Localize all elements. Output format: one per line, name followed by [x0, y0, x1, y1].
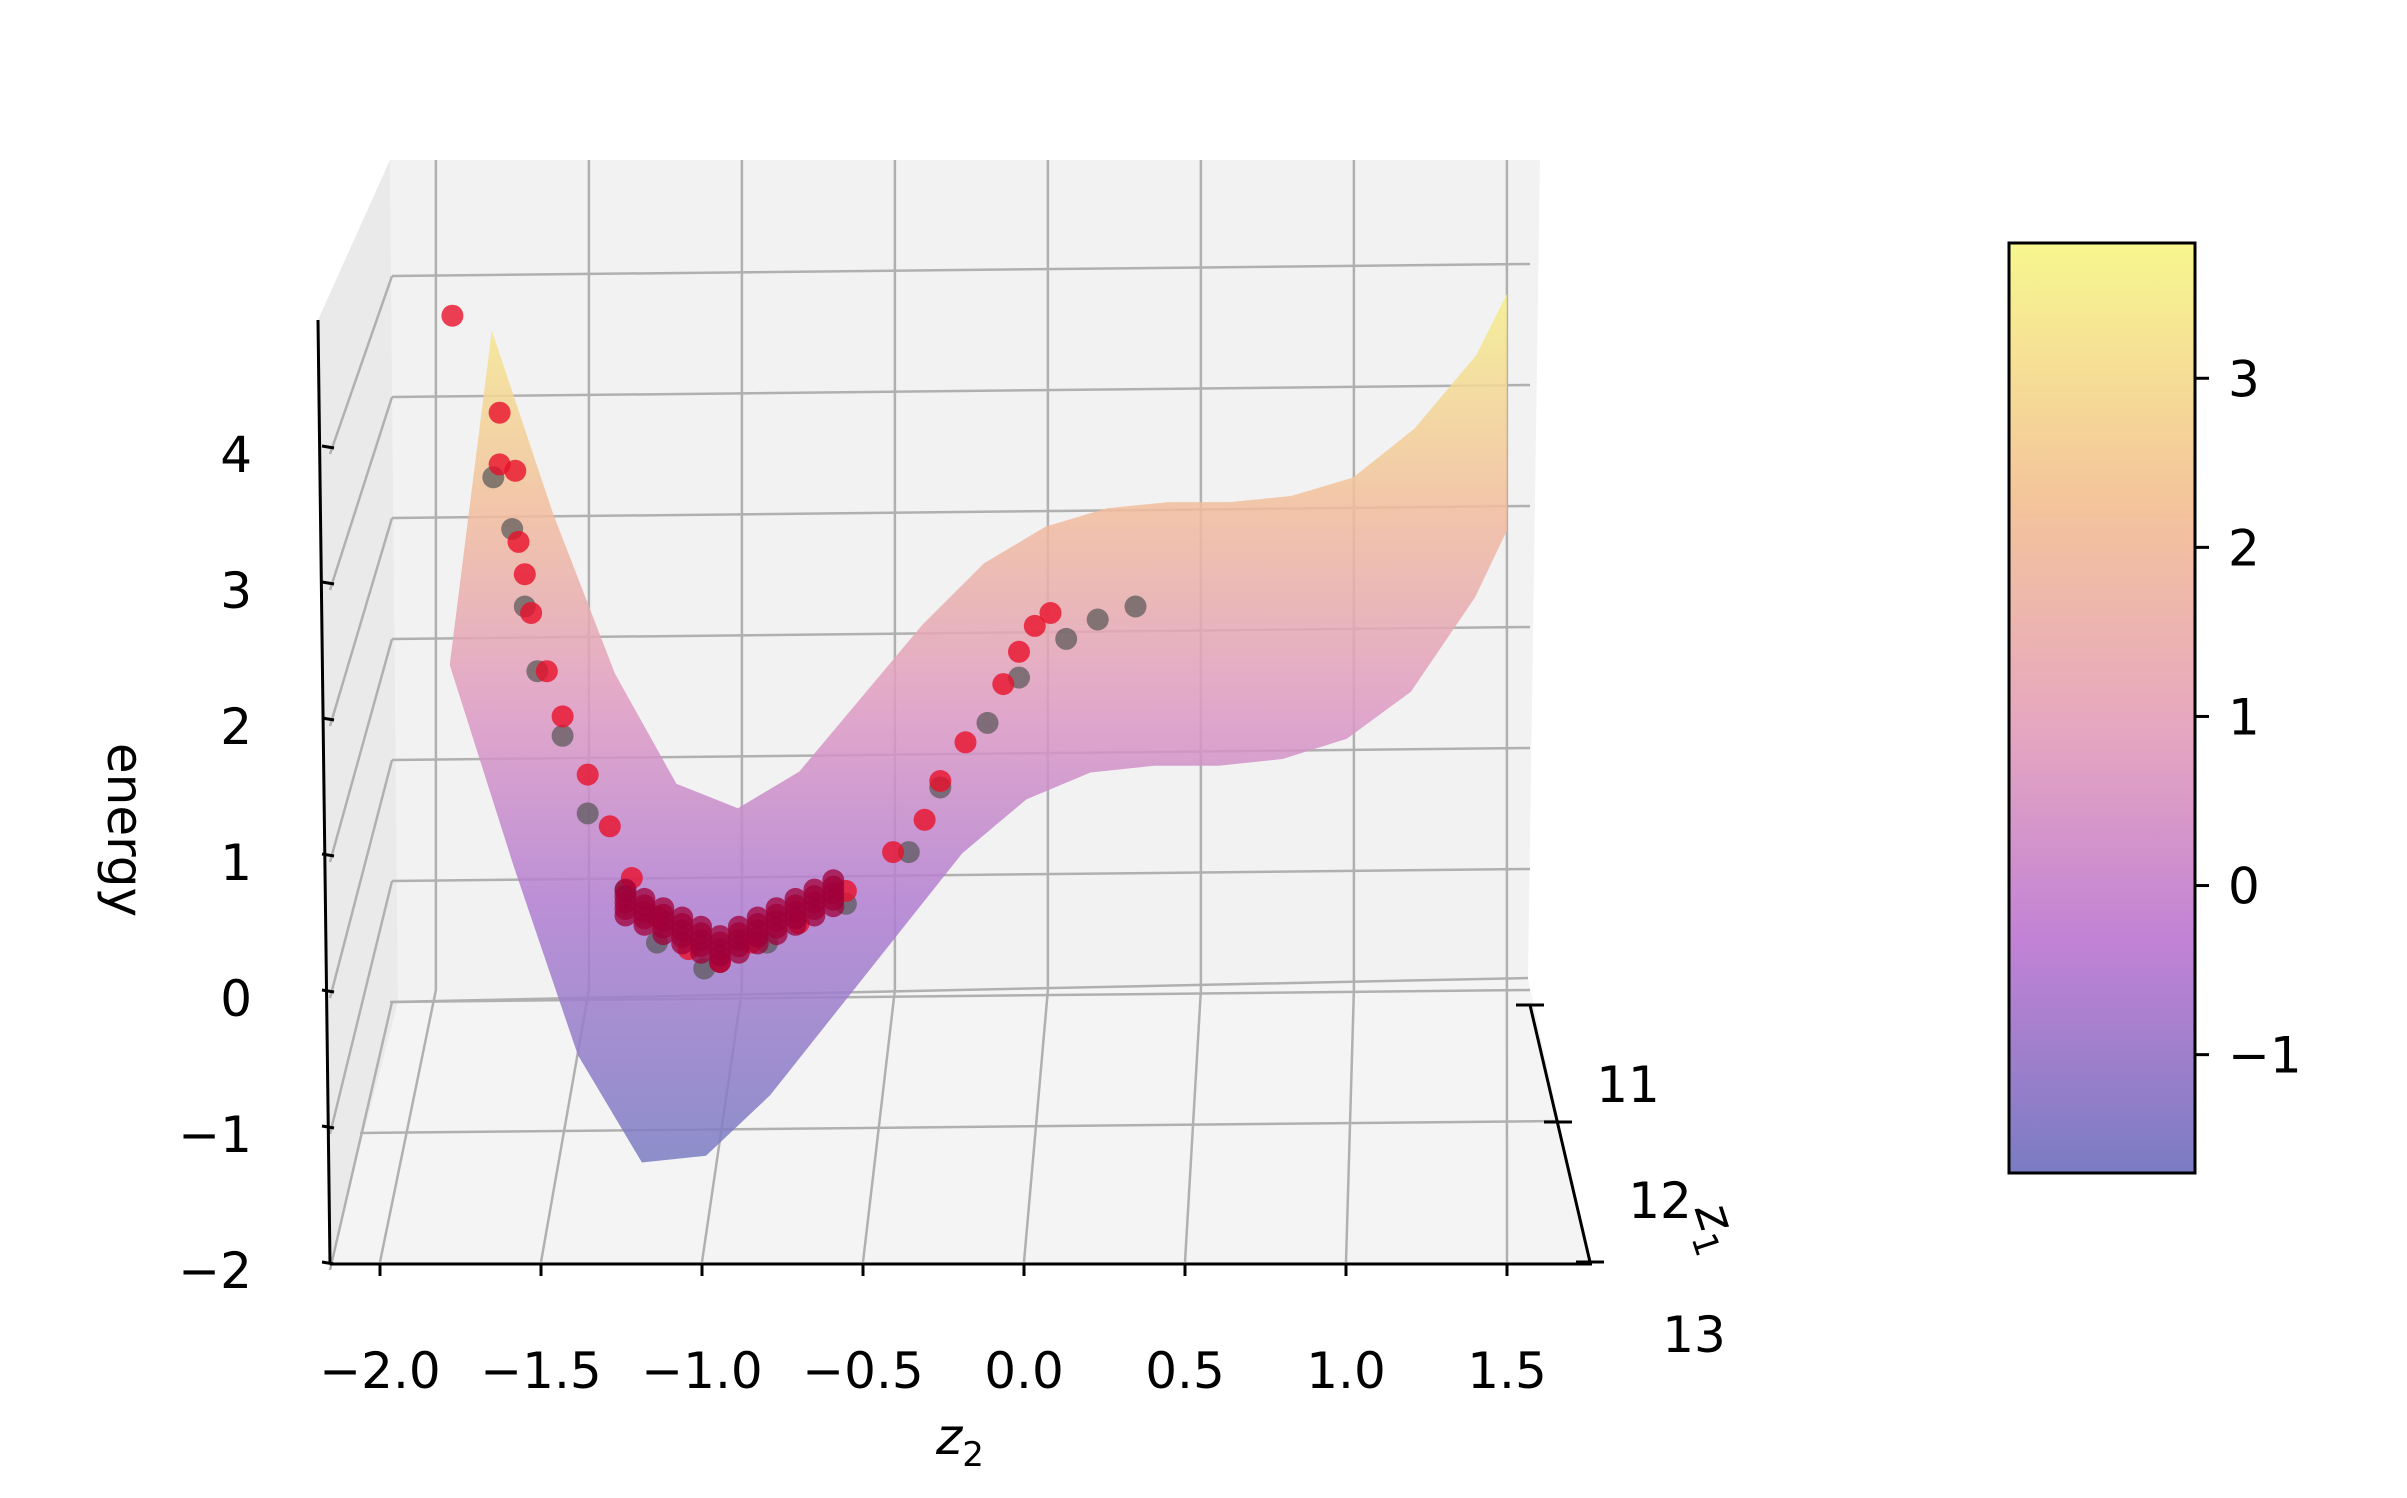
scatter-point — [1124, 595, 1147, 618]
energy-tick-mark — [321, 444, 335, 450]
gridline-back-energy — [391, 262, 1531, 278]
colorbar-tick-label: 3 — [2228, 350, 2260, 408]
scatter-point — [822, 895, 845, 918]
z1-tick-label: 11 — [1596, 1056, 1660, 1114]
z2-tick-label: 0.5 — [1145, 1342, 1225, 1400]
scatter-point — [520, 602, 543, 624]
gridline-left-energy — [328, 517, 394, 727]
energy-tick-mark — [321, 580, 335, 586]
scatter-point — [765, 910, 788, 933]
colorbar-tick-label: 1 — [2228, 688, 2260, 746]
energy-tick-label: 0 — [220, 970, 252, 1028]
z2-tick-label: 1.5 — [1467, 1342, 1547, 1400]
scatter-point — [504, 459, 527, 482]
scatter-point — [913, 808, 936, 831]
colorbar-ticks: −1 0 1 2 3 — [2195, 350, 2302, 1085]
colorbar-tick-label: 0 — [2228, 858, 2260, 916]
gridline-floor-z2 — [1183, 989, 1203, 1263]
scatter-point — [1039, 602, 1062, 624]
z1-axis-line — [1528, 1004, 1592, 1263]
scatter-point — [746, 932, 769, 955]
energy-tick-label: 1 — [220, 834, 252, 892]
gridline-floor-z2 — [378, 989, 438, 1263]
gridline-left-energy — [328, 638, 394, 863]
scatter-point — [690, 915, 713, 938]
z2-tick-label: −0.5 — [802, 1342, 923, 1400]
scatter-point — [1008, 640, 1030, 663]
scatter-point — [882, 841, 905, 864]
scatter-point — [633, 913, 656, 936]
energy-tick-label: −2 — [178, 1242, 252, 1300]
scatter-point — [551, 705, 574, 728]
scatter-point — [488, 401, 511, 424]
gridline-floor-z2 — [1344, 989, 1356, 1263]
z1-tick-label: 13 — [1662, 1306, 1726, 1364]
scatter-point — [709, 944, 731, 967]
energy-tick-mark — [321, 716, 335, 722]
z2-tick-label: 0.0 — [984, 1342, 1064, 1400]
gridline-left-energy — [328, 275, 394, 455]
scatter-point — [727, 941, 750, 964]
colorbar-tick-label: −1 — [2228, 1027, 2302, 1085]
scatter-point — [803, 898, 826, 920]
z-axis-label: energy — [96, 743, 154, 917]
scatter-point — [1055, 627, 1078, 650]
energy-tick-label: 2 — [220, 698, 252, 756]
gridline-floor-z2 — [861, 989, 897, 1263]
scatter-point — [1023, 614, 1046, 637]
z1-tick-label: 12 — [1628, 1172, 1692, 1230]
gridline-left-energy — [328, 880, 394, 1135]
floor-pane — [330, 978, 1590, 1264]
scatter-point — [929, 770, 952, 792]
z2-tick-label: 1.0 — [1306, 1342, 1386, 1400]
energy-tick-mark — [321, 1124, 335, 1130]
tick-labels: −2.0 −1.5 −1.0 −0.5 0.0 0.5 1.0 1.5−2−101234111… — [178, 426, 1726, 1400]
scatter-points — [441, 304, 1147, 980]
energy-tick-mark — [321, 852, 335, 858]
scatter-point — [633, 894, 656, 917]
scatter-point — [614, 898, 637, 920]
gridline-left-energy — [328, 1001, 394, 1271]
z2-tick-label: −1.0 — [641, 1342, 762, 1400]
scatter-point — [954, 731, 977, 754]
energy-tick-mark — [321, 988, 335, 994]
colorbar-tick-label: 2 — [2228, 519, 2260, 577]
scatter-point — [598, 815, 621, 838]
energy-axis-line — [316, 319, 332, 1265]
gridline-left-energy — [328, 396, 394, 591]
gridline-left-energy — [328, 759, 394, 999]
scatter-point — [727, 922, 750, 945]
z2-tick-label: −1.5 — [480, 1342, 601, 1400]
y-axis-label: z2 — [935, 1408, 984, 1475]
scatter-point — [671, 919, 694, 942]
gridline-back-energy — [391, 383, 1531, 399]
scatter-point — [535, 660, 558, 683]
scatter-point — [652, 923, 675, 946]
scatter-point — [576, 763, 599, 786]
colorbar — [2007, 241, 2197, 1175]
left-pane — [318, 160, 398, 1264]
energy-tick-label: 4 — [220, 426, 252, 484]
z2-tick-label: −2.0 — [319, 1342, 440, 1400]
scatter-point — [441, 304, 464, 327]
gridline-floor-z1 — [359, 1119, 1560, 1135]
scatter-point — [513, 563, 536, 586]
scatter-point — [822, 875, 845, 898]
scatter-point — [784, 913, 807, 936]
scatter-point — [976, 711, 999, 734]
energy-tick-label: −1 — [178, 1106, 252, 1164]
scatter-point — [576, 802, 599, 825]
scatter-point — [551, 724, 574, 747]
energy-tick-label: 3 — [220, 562, 252, 620]
scatter-point — [1086, 608, 1109, 631]
scatter-point — [992, 673, 1015, 696]
scatter-point — [784, 887, 807, 910]
scatter-point — [897, 841, 920, 864]
scatter-point — [507, 530, 530, 553]
scatter-point — [690, 941, 713, 964]
energy-tick-mark — [321, 1260, 335, 1266]
